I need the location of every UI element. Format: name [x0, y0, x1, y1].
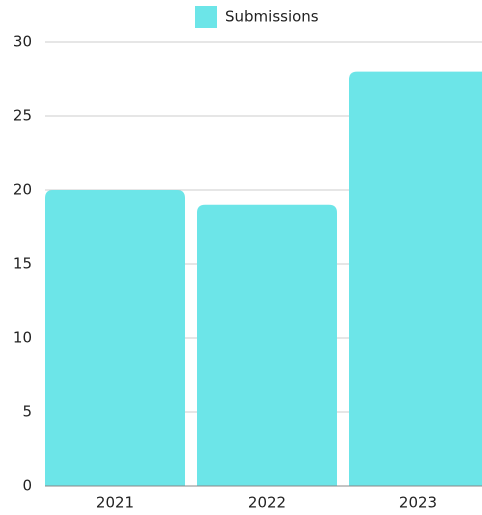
- bar: [45, 190, 185, 486]
- legend-swatch: [195, 6, 217, 28]
- y-tick-label: 15: [13, 255, 32, 273]
- x-tick-label: 2022: [248, 494, 286, 512]
- bar: [197, 204, 337, 487]
- y-tick-label: 5: [22, 403, 32, 421]
- bar: [349, 71, 482, 486]
- x-tick-label: 2023: [399, 494, 437, 512]
- y-tick-label: 30: [13, 33, 32, 51]
- x-tick-label: 2021: [96, 494, 134, 512]
- legend-label: Submissions: [225, 8, 319, 26]
- y-tick-label: 25: [13, 107, 32, 125]
- y-tick-label: 20: [13, 181, 32, 199]
- y-tick-label: 10: [13, 329, 32, 347]
- y-tick-label: 0: [22, 477, 32, 495]
